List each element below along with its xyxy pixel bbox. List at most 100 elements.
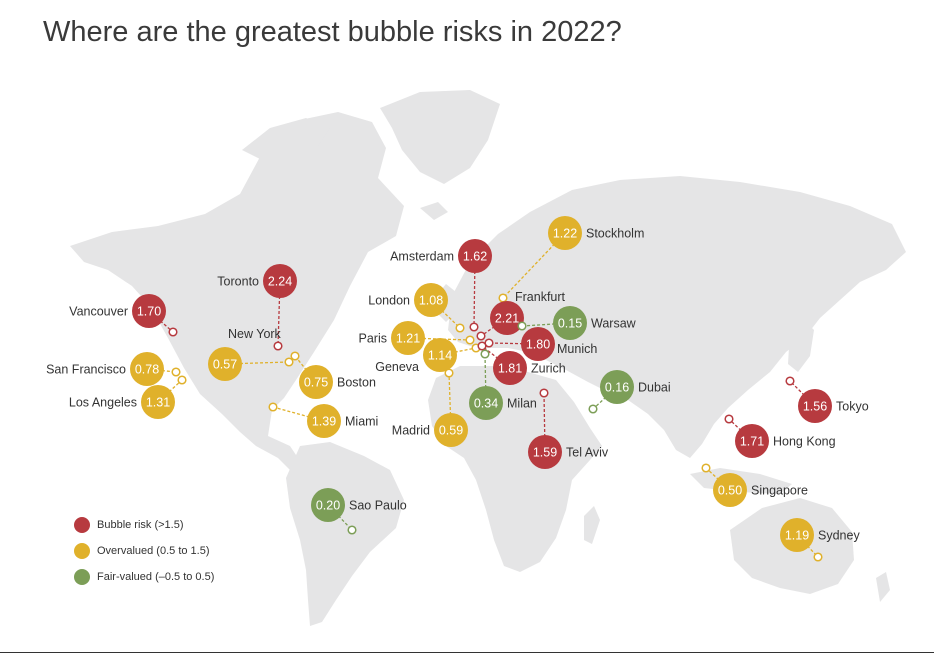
location-point-warsaw bbox=[517, 321, 527, 331]
index-bubble-milan bbox=[469, 386, 503, 420]
legend-item-fair-valued: Fair-valued (–0.5 to 0.5) bbox=[74, 564, 214, 590]
city-label-amsterdam: Amsterdam bbox=[390, 250, 454, 264]
location-point-boston bbox=[290, 351, 300, 361]
index-value-milan: 0.34 bbox=[474, 397, 498, 411]
city-marker-dubai: 0.16 Dubai bbox=[588, 370, 671, 414]
city-label-zurich: Zurich bbox=[531, 362, 566, 376]
index-bubble-tel-aviv bbox=[528, 435, 562, 469]
index-bubble-london bbox=[414, 283, 448, 317]
city-marker-singapore: 0.50 Singapore bbox=[701, 463, 808, 507]
location-point-los-angeles bbox=[177, 375, 187, 385]
land-arctic-islands bbox=[242, 118, 330, 160]
leader-line-madrid bbox=[448, 372, 452, 431]
legend-fair-valued-label: Fair-valued (–0.5 to 0.5) bbox=[97, 571, 215, 583]
bottom-rule bbox=[0, 652, 934, 653]
city-label-tel-aviv: Tel Aviv bbox=[566, 446, 609, 460]
index-value-san-francisco: 0.78 bbox=[135, 363, 159, 377]
index-value-london: 1.08 bbox=[419, 294, 443, 308]
location-point-tel-aviv bbox=[539, 388, 549, 398]
location-point-singapore bbox=[701, 463, 711, 473]
city-marker-amsterdam: 1.62 Amsterdam bbox=[390, 239, 492, 332]
index-bubble-dubai bbox=[600, 370, 634, 404]
city-label-miami: Miami bbox=[345, 415, 378, 429]
city-marker-miami: 1.39 Miami bbox=[268, 402, 378, 438]
index-bubble-munich bbox=[521, 327, 555, 361]
index-value-frankfurt: 2.21 bbox=[495, 312, 519, 326]
index-bubble-miami bbox=[307, 404, 341, 438]
city-label-dubai: Dubai bbox=[638, 381, 671, 395]
legend-bubble-risk-dot bbox=[74, 517, 90, 533]
leader-line-milan bbox=[484, 353, 487, 404]
city-label-london: London bbox=[368, 294, 410, 308]
index-value-los-angeles: 1.31 bbox=[146, 396, 170, 410]
index-value-sao-paulo: 0.20 bbox=[316, 499, 340, 513]
index-value-toronto: 2.24 bbox=[268, 275, 292, 289]
index-value-boston: 0.75 bbox=[304, 376, 328, 390]
location-point-stockholm bbox=[498, 293, 508, 303]
location-point-amsterdam bbox=[469, 322, 479, 332]
index-bubble-tokyo bbox=[798, 389, 832, 423]
index-value-zurich: 1.81 bbox=[498, 362, 522, 376]
city-label-madrid: Madrid bbox=[392, 424, 430, 438]
city-marker-tokyo: 1.56 Tokyo bbox=[785, 376, 869, 423]
land-africa bbox=[428, 366, 602, 572]
map-title: Where are the greatest bubble risks in 2… bbox=[43, 16, 622, 48]
index-bubble-warsaw bbox=[553, 306, 587, 340]
index-value-tel-aviv: 1.59 bbox=[533, 446, 557, 460]
index-bubble-boston bbox=[299, 365, 333, 399]
city-label-new-york: New York bbox=[228, 327, 282, 341]
index-bubble-frankfurt bbox=[490, 301, 524, 335]
city-label-toronto: Toronto bbox=[217, 275, 259, 289]
city-marker-geneva: 1.14 Geneva bbox=[375, 338, 481, 374]
index-bubble-san-francisco bbox=[130, 352, 164, 386]
city-label-hong-kong: Hong Kong bbox=[773, 435, 836, 449]
city-marker-madrid: 0.59 Madrid bbox=[392, 368, 468, 447]
index-value-stockholm: 1.22 bbox=[553, 227, 577, 241]
index-value-geneva: 1.14 bbox=[428, 349, 452, 363]
city-marker-frankfurt: 2.21 Frankfurt bbox=[476, 290, 566, 341]
index-bubble-zurich bbox=[493, 351, 527, 385]
land-new-zealand bbox=[876, 572, 890, 602]
city-marker-tel-aviv: 1.59 Tel Aviv bbox=[528, 388, 609, 469]
land-north-america bbox=[70, 112, 404, 490]
index-bubble-sao-paulo bbox=[311, 488, 345, 522]
location-point-miami bbox=[268, 402, 278, 412]
city-marker-los-angeles: 1.31 Los Angeles bbox=[69, 375, 187, 419]
location-point-sao-paulo bbox=[347, 525, 357, 535]
legend-item-overvalued: Overvalued (0.5 to 1.5) bbox=[74, 538, 214, 564]
index-value-warsaw: 0.15 bbox=[558, 317, 582, 331]
index-bubble-paris bbox=[391, 321, 425, 355]
index-bubble-vancouver bbox=[132, 294, 166, 328]
land-madagascar bbox=[584, 506, 600, 544]
location-point-paris bbox=[465, 335, 475, 345]
location-point-hong-kong bbox=[724, 414, 734, 424]
city-label-tokyo: Tokyo bbox=[836, 400, 869, 414]
legend: Bubble risk (>1.5) Overvalued (0.5 to 1.… bbox=[74, 512, 214, 590]
location-point-frankfurt bbox=[476, 331, 486, 341]
index-bubble-amsterdam bbox=[458, 239, 492, 273]
leader-line-miami bbox=[272, 406, 325, 422]
city-label-munich: Munich bbox=[557, 342, 597, 356]
index-bubble-new-york bbox=[208, 347, 242, 381]
location-point-toronto bbox=[273, 341, 283, 351]
index-bubble-singapore bbox=[713, 473, 747, 507]
city-label-frankfurt: Frankfurt bbox=[515, 290, 566, 304]
city-label-warsaw: Warsaw bbox=[591, 317, 637, 331]
land-south-america bbox=[286, 442, 404, 626]
city-label-geneva: Geneva bbox=[375, 360, 419, 374]
land-japan bbox=[788, 318, 814, 372]
location-point-sydney bbox=[813, 552, 823, 562]
city-label-sydney: Sydney bbox=[818, 529, 860, 543]
index-value-munich: 1.80 bbox=[526, 338, 550, 352]
city-label-vancouver: Vancouver bbox=[69, 305, 128, 319]
city-label-los-angeles: Los Angeles bbox=[69, 396, 137, 410]
city-marker-toronto: 2.24 Toronto bbox=[217, 264, 297, 351]
city-marker-paris: 1.21 Paris bbox=[359, 321, 475, 355]
city-label-paris: Paris bbox=[359, 332, 387, 346]
city-label-sao-paulo: Sao Paulo bbox=[349, 499, 407, 513]
index-bubble-stockholm bbox=[548, 216, 582, 250]
index-bubble-hong-kong bbox=[735, 424, 769, 458]
legend-item-bubble-risk: Bubble risk (>1.5) bbox=[74, 512, 214, 538]
index-value-new-york: 0.57 bbox=[213, 358, 237, 372]
location-point-london bbox=[455, 323, 465, 333]
